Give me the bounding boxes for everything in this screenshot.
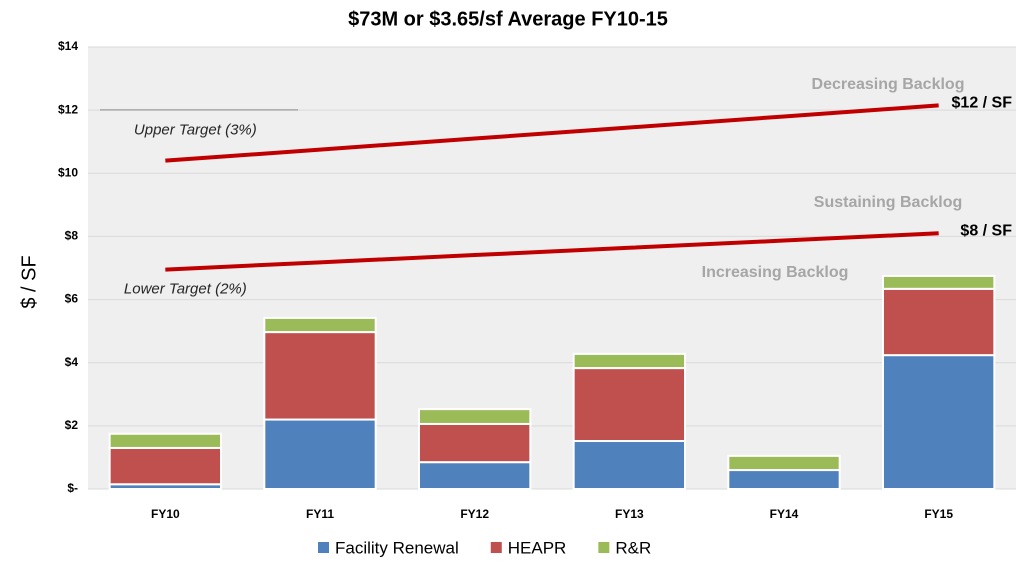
x-tick-label: FY10 [151, 507, 180, 521]
target-label: Lower Target (2%) [124, 281, 247, 298]
bar-segment [727, 454, 841, 472]
x-tick-label: FY11 [306, 507, 334, 521]
target-line [165, 231, 939, 272]
plot-area [88, 47, 1016, 489]
annotation: Decreasing Backlog [812, 76, 965, 93]
bar-segment [881, 354, 996, 490]
bar-segment [108, 432, 223, 449]
y-tick-label: $8 [65, 229, 79, 243]
y-tick-label: $10 [58, 165, 78, 179]
bar-segment [417, 461, 532, 490]
bar-segment [263, 331, 377, 421]
bar-segment [727, 469, 841, 490]
bar-segment [572, 440, 687, 490]
bar-segment [108, 446, 223, 486]
y-axis-title: $ / SF [18, 255, 40, 308]
x-tick-label: FY12 [460, 507, 489, 521]
annotation: Sustaining Backlog [814, 194, 962, 211]
bar-segment [572, 367, 687, 443]
bar-segment [417, 422, 532, 464]
bar-segment [881, 287, 996, 357]
y-tick-label: $14 [58, 39, 78, 53]
target-end-label: $8 / SF [960, 222, 1012, 239]
legend-swatch [318, 542, 329, 553]
y-tick-label: $2 [65, 418, 79, 432]
legend-label: HEAPR [508, 538, 567, 557]
target-label: Upper Target (3%) [134, 122, 257, 139]
chart-title: $73M or $3.65/sf Average FY10-15 [348, 8, 668, 30]
bar-segment [263, 316, 377, 334]
x-tick-label: FY15 [924, 507, 953, 521]
x-tick-label: FY13 [615, 507, 644, 521]
y-tick-label: $12 [58, 102, 78, 116]
legend-label: Facility Renewal [335, 538, 459, 557]
bar-segment [881, 274, 996, 290]
y-tick-label: $- [67, 481, 78, 495]
legend-swatch [598, 542, 610, 553]
bar-segment [572, 352, 687, 370]
y-tick-label: $4 [65, 355, 79, 369]
target-end-label: $12 / SF [952, 95, 1013, 112]
legend-swatch [490, 542, 502, 553]
annotation: Increasing Backlog [702, 264, 849, 281]
bar-segment [263, 418, 377, 490]
bar-segment [417, 408, 532, 425]
legend-label: R&R [615, 538, 651, 557]
target-line [165, 103, 939, 163]
x-tick-label: FY14 [770, 507, 799, 521]
y-tick-label: $6 [65, 292, 79, 306]
